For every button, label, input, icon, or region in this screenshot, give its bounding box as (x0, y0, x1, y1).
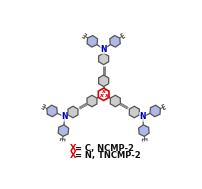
Polygon shape (109, 36, 120, 47)
Text: = C, NCMP-2: = C, NCMP-2 (74, 144, 133, 153)
Text: x: x (104, 93, 108, 98)
Text: = N, TNCMP-2: = N, TNCMP-2 (74, 151, 140, 160)
Polygon shape (68, 106, 78, 118)
Text: N: N (139, 112, 145, 121)
Polygon shape (138, 125, 148, 136)
Text: x: x (98, 93, 102, 98)
Polygon shape (47, 105, 57, 117)
Polygon shape (129, 106, 139, 118)
Polygon shape (98, 53, 108, 65)
Text: x: x (101, 89, 105, 94)
Polygon shape (58, 125, 68, 136)
Polygon shape (98, 75, 108, 87)
Text: X: X (69, 151, 76, 160)
Polygon shape (110, 95, 120, 107)
Polygon shape (86, 95, 97, 107)
Text: N: N (61, 112, 67, 121)
Text: N: N (100, 45, 106, 54)
Text: X: X (69, 144, 76, 153)
Polygon shape (87, 36, 97, 47)
Polygon shape (149, 105, 160, 117)
